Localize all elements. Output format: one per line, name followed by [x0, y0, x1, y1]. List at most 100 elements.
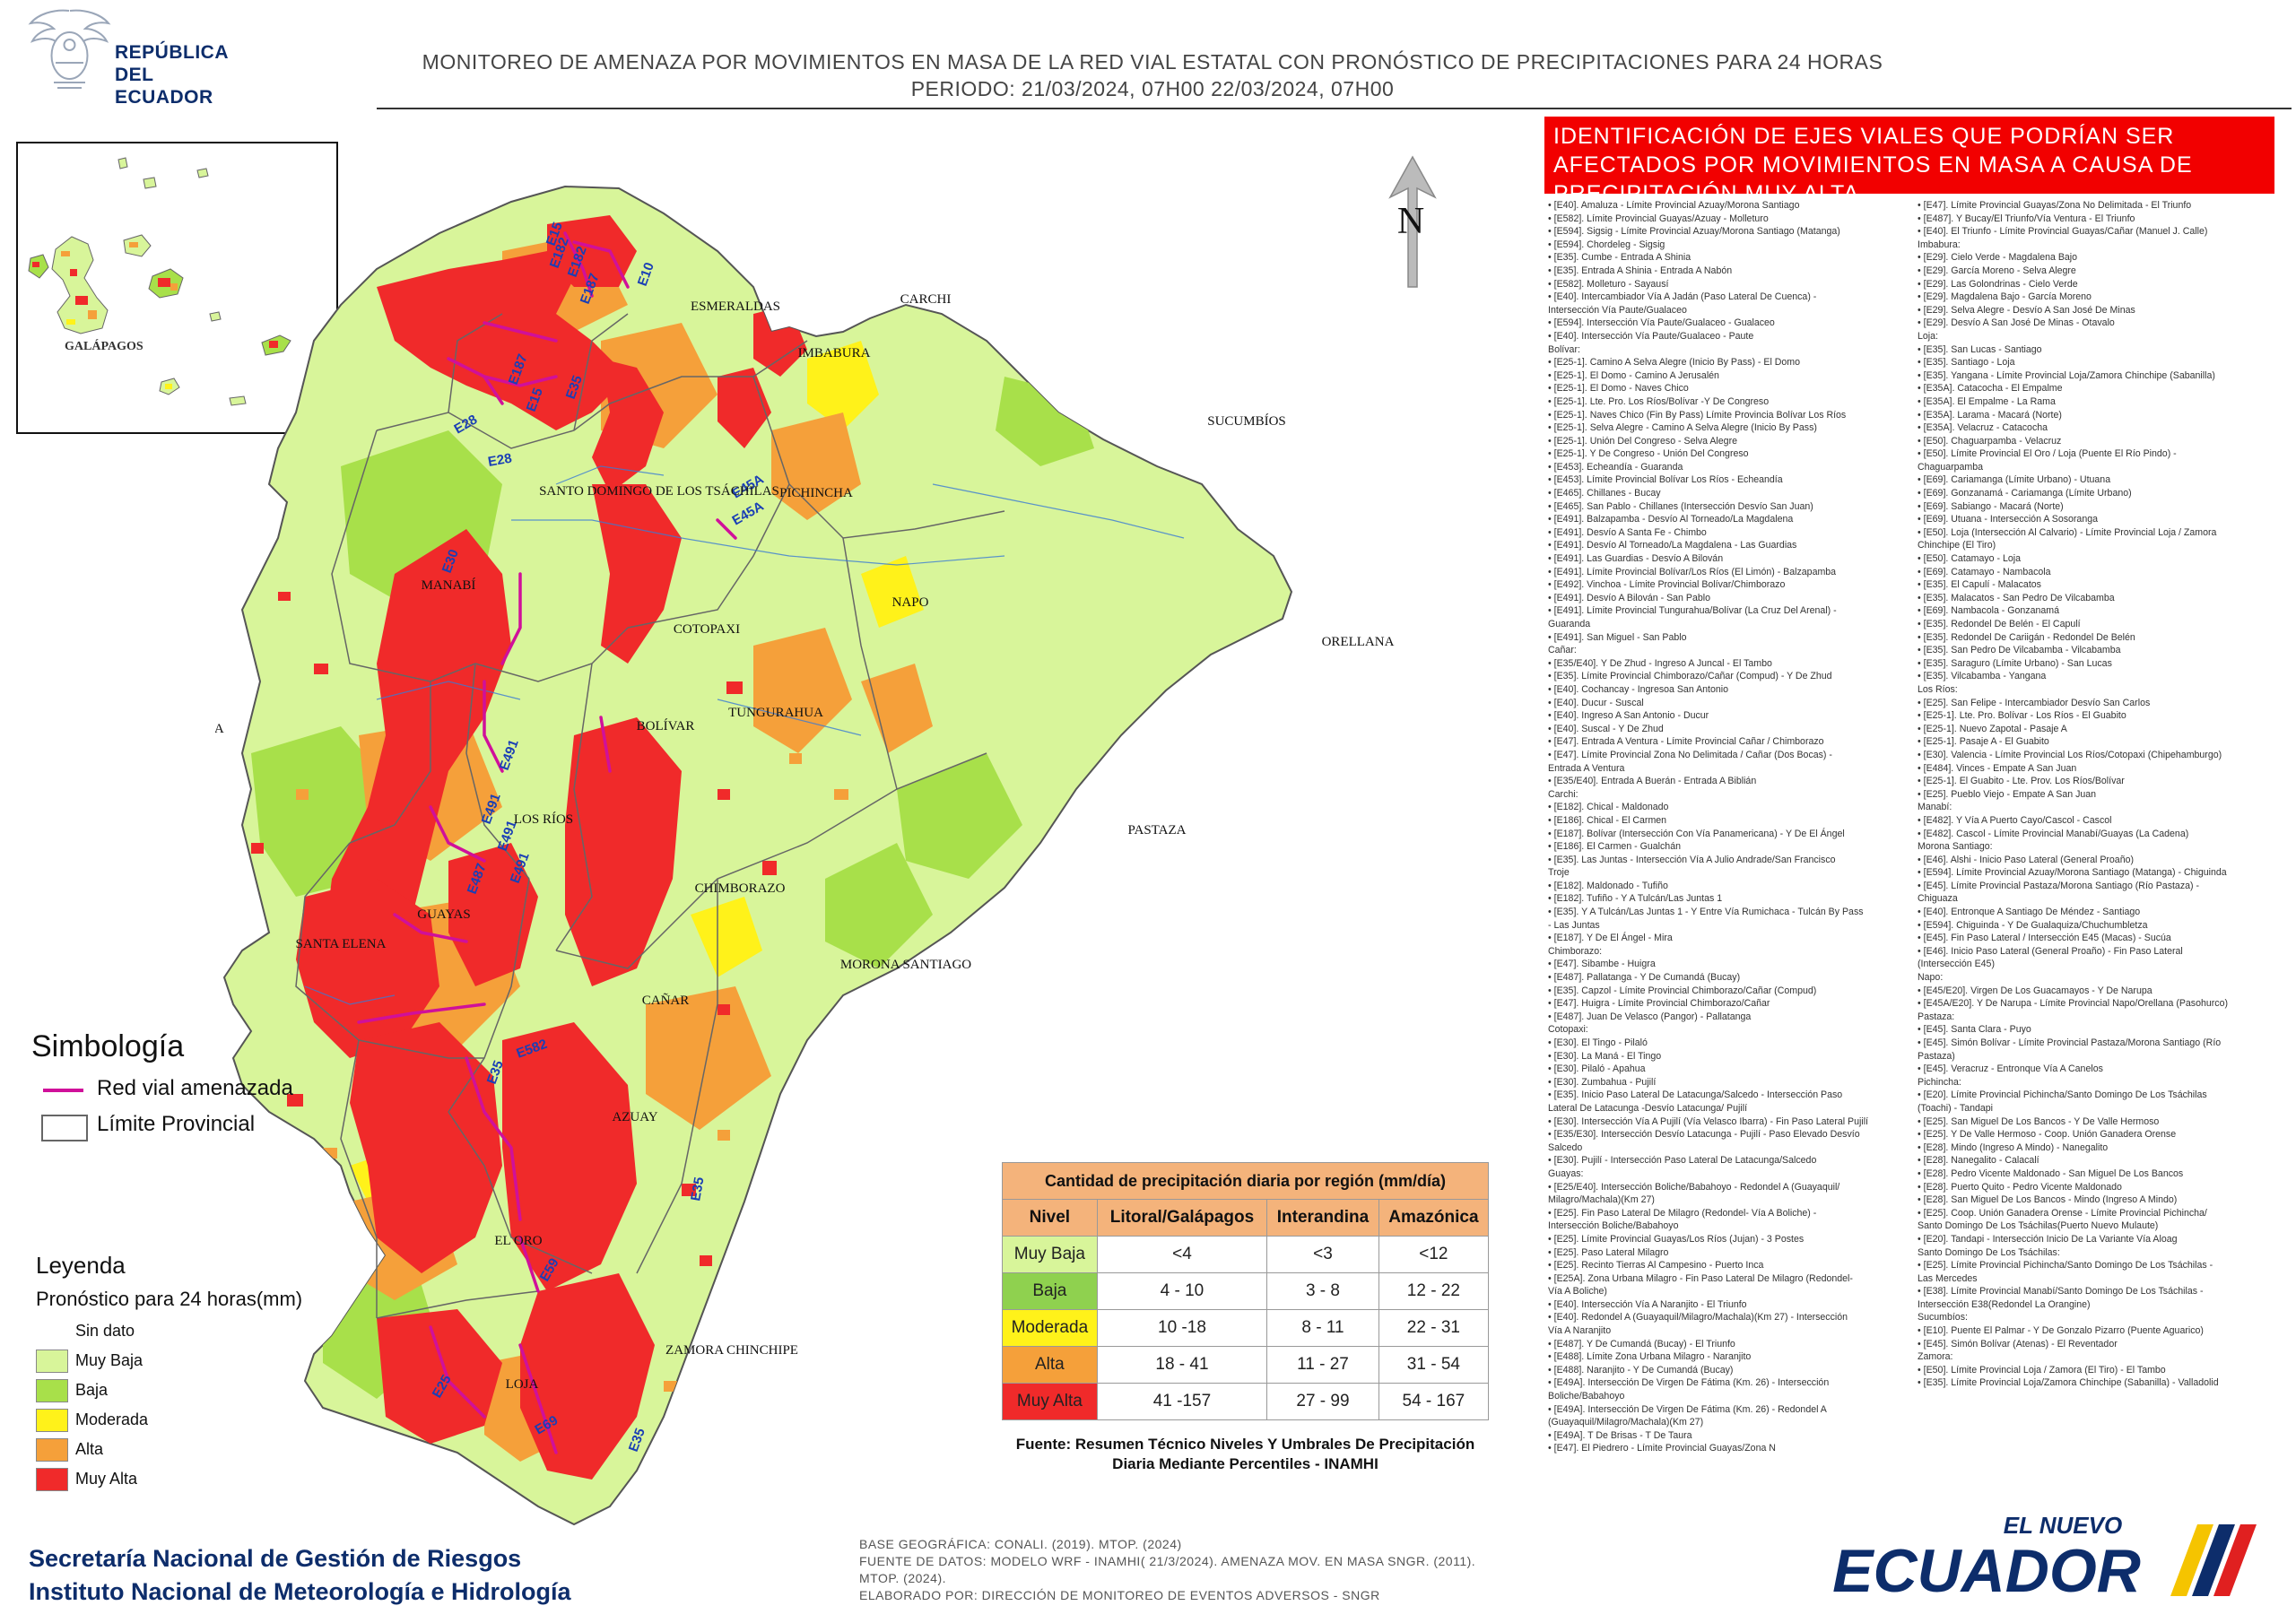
affected-road-item: • [E25]. Límite Provincial Pichincha/San… [1918, 1260, 2213, 1271]
table-header: Nivel [1002, 1199, 1098, 1237]
affected-road-item: • [E35A]. El Empalme - La Rama [1918, 395, 2056, 407]
affected-road-item: (Toachi) - Tandapi [1918, 1102, 1994, 1114]
affected-road-item: • [E487]. Y De Cumandá (Bucay) - El Triu… [1548, 1338, 1735, 1350]
galapagos-label: GALÁPAGOS [65, 338, 144, 353]
province-label: SANTA ELENA [296, 937, 387, 951]
affected-roads-list-right: • [E47]. Límite Provincial Guayas/Zona N… [1918, 199, 2276, 1463]
affected-road-item: • [E25-1]. El Domo - Naves Chico [1548, 383, 1689, 395]
table-cell: 27 - 99 [1266, 1383, 1379, 1420]
province-label: MORONA SANTIAGO [840, 958, 971, 972]
province-boundaries [295, 313, 1005, 1319]
affected-road-item: • [E50]. Chaguarpamba - Velacruz [1918, 435, 2062, 447]
affected-road-item: • [E465]. San Pablo - Chillanes (Interse… [1548, 500, 1813, 512]
province-label: IMBABURA [798, 346, 871, 360]
affected-road-item: • [E491]. Límite Provincial Bolívar/Los … [1548, 566, 1837, 577]
affected-road-item: • [E40]. Suscal - Y De Zhud [1548, 723, 1664, 734]
affected-road-item: • [E69]. Sabiango - Macará (Norte) [1918, 500, 2064, 512]
affected-road-item: Entrada A Ventura [1548, 762, 1625, 774]
footer-metadata: BASE GEOGRÁFICA: CONALI. (2019). MTOP. (… [859, 1536, 1505, 1604]
province-label: AZUAY [612, 1110, 657, 1124]
affected-road-item: Morona Santiago: [1918, 841, 1993, 853]
meta-base: BASE GEOGRÁFICA: CONALI. (2019). MTOP. (… [859, 1537, 1182, 1551]
affected-road-item: • [E50]. Catamayo - Loja [1918, 553, 2022, 565]
affected-road-item: Pastaza: [1918, 1011, 1955, 1022]
province-labels: ESMERALDAS IMBABURA CARCHI SUCUMBÍOS SAN… [215, 292, 1395, 1392]
affected-road-item: • [E30]. El Tingo - Pilaló [1548, 1037, 1648, 1048]
affected-road-item: • [E25-1]. Camino A Selva Alegre (Inicio… [1548, 357, 1801, 369]
affected-road-item: Lateral De Latacunga -Desvío Latacunga/ … [1548, 1102, 1748, 1114]
affected-road-item: • [E45]. Santa Clara - Puyo [1918, 1024, 2031, 1036]
affected-road-item: • [E29]. Las Golondrinas - Cielo Verde [1918, 278, 2078, 290]
affected-road-item: • [E25-1]. Unión Del Congreso - Selva Al… [1548, 435, 1737, 447]
table-row: Alta 18 - 41 11 - 27 31 - 54 [1002, 1346, 1490, 1384]
affected-road-item: • [E484]. Vinces - Empate A San Juan [1918, 762, 2077, 774]
muy-alta-chimborazo [448, 843, 538, 986]
affected-road-item: • [E45]. Límite Provincial Pastaza/Moron… [1918, 880, 2200, 891]
legend-label: Moderada [75, 1410, 149, 1428]
affected-road-item: • [E491]. San Miguel - San Pablo [1548, 631, 1687, 643]
table-cell: 3 - 8 [1266, 1272, 1379, 1310]
affected-road-item: • [E28]. San Miguel De Los Bancos - Mind… [1918, 1194, 2178, 1206]
flag-stripes-icon [2170, 1524, 2257, 1596]
affected-road-item: • [E47]. Entrada A Ventura - Límite Prov… [1548, 736, 1824, 748]
affected-road-item: • [E10]. Puente El Palmar - Y De Gonzalo… [1918, 1325, 2204, 1337]
table-title: Cantidad de precipitación diaria por reg… [1002, 1162, 1489, 1200]
province-label: ORELLANA [1322, 635, 1395, 649]
affected-road-item: Santo Domingo De Los Tsáchilas: [1918, 1246, 2060, 1258]
affected-road-item: • [E50]. Loja (Intersección Al Calvario)… [1918, 526, 2217, 538]
province-label: LOS RÍOS [514, 812, 573, 827]
coat-of-arms-icon [28, 9, 111, 89]
affected-road-item: • [E35]. Redondel De Cariigán - Redondel… [1918, 631, 2135, 643]
level-cell: Muy Alta [1002, 1383, 1098, 1420]
affected-road-item: • [E35/E40]. Y De Zhud - Ingreso A Junca… [1548, 657, 1772, 669]
table-cell: 22 - 31 [1378, 1309, 1490, 1347]
affected-road-item: • [E30]. Zumbahua - Pujilí [1548, 1076, 1657, 1088]
affected-road-item: • [E35]. Redondel De Belén - El Capulí [1918, 619, 2081, 629]
affected-road-item: • [E482]. Cascol - Límite Provincial Man… [1918, 828, 2189, 839]
affected-road-item: • [E47]. Huigra - Límite Provincial Chim… [1548, 998, 1770, 1010]
north-label: N [1397, 201, 1424, 242]
legend-swatch-alta [36, 1438, 68, 1462]
province-boundary-swatch [41, 1115, 88, 1141]
map-period: PERIODO: 21/03/2024, 07H00 22/03/2024, 0… [910, 77, 1395, 100]
affected-road-item: • [E29]. Magdalena Bajo - García Moreno [1918, 291, 2092, 303]
affected-road-item: Bolívar: [1548, 343, 1580, 355]
table-row: Muy Alta 41 -157 27 - 99 54 - 167 [1002, 1383, 1490, 1420]
precipitation-threshold-table: Cantidad de precipitación diaria por reg… [1002, 1162, 1490, 1420]
affected-road-item: • [E25]. Coop. Unión Ganadera Orense - L… [1918, 1207, 2207, 1219]
affected-road-item: • [E29]. Desvío A San José De Minas - Ot… [1918, 317, 2115, 329]
muy-alta-azuay-east [502, 1022, 637, 1291]
affected-road-item: Troje [1548, 867, 1570, 879]
province-label: SUCUMBÍOS [1207, 413, 1286, 429]
affected-road-item: • [E25]. Paso Lateral Milagro [1548, 1246, 1669, 1258]
muy-alta-zamora [520, 1273, 655, 1480]
affected-roads-title: IDENTIFICACIÓN DE EJES VIALES QUE PODRÍA… [1553, 124, 2193, 206]
affected-road-item: • [E35A]. Larama - Macará (Norte) [1918, 409, 2062, 421]
table-cell: 8 - 11 [1266, 1309, 1379, 1347]
affected-road-item: • [E465]. Chillanes - Bucay [1548, 488, 1661, 499]
affected-road-item: - Las Juntas [1548, 919, 1600, 931]
affected-road-item: • [E487]. Pallatanga - Y De Cumandá (Buc… [1548, 972, 1741, 984]
affected-road-item: Las Mercedes [1918, 1272, 1978, 1284]
muy-alta-napo-band [592, 484, 682, 664]
affected-road-item: Loja: [1918, 330, 1938, 342]
affected-road-item: Los Ríos: [1918, 683, 1958, 695]
leyenda-title: Leyenda [36, 1252, 126, 1279]
footer-organizations: Secretaría Nacional de Gestión de Riesgo… [29, 1542, 571, 1609]
affected-road-item: • [E45]. Simón Bolívar - Límite Provinci… [1918, 1037, 2222, 1048]
province-label: TUNGURAHUA [728, 706, 823, 720]
affected-road-item: Intersección Vía Paute/Gualaceo [1548, 304, 1687, 316]
affected-road-item: • [E47]. Límite Provincial Zona No Delim… [1548, 749, 1832, 760]
affected-road-item: • [E40]. Ducur - Suscal [1548, 697, 1644, 708]
affected-road-item: • [E28]. Puerto Quito - Pedro Vicente Ma… [1918, 1181, 2122, 1193]
affected-road-item: • [E30]. Pilaló - Apahua [1548, 1063, 1646, 1075]
affected-road-item: • [E45/E20]. Virgen De Los Guacamayos - … [1918, 985, 2152, 996]
meta-author: ELABORADO POR: DIRECCIÓN DE MONITOREO DE… [859, 1588, 1380, 1602]
legend-label: Muy Baja [75, 1351, 144, 1369]
affected-road-item: • [E186]. Chical - El Carmen [1548, 814, 1667, 826]
affected-road-item: • [E47]. Límite Provincial Guayas/Zona N… [1918, 200, 2192, 211]
affected-road-item: • [E35A]. Velacruz - Catacocha [1918, 422, 2048, 434]
affected-road-item: • [E25]. Pueblo Viejo - Empate A San Jua… [1918, 788, 2097, 800]
affected-road-item: • [E29]. Cielo Verde - Magdalena Bajo [1918, 252, 2078, 264]
affected-road-item: • [E35]. San Pedro De Vilcabamba - Vilca… [1918, 645, 2121, 656]
